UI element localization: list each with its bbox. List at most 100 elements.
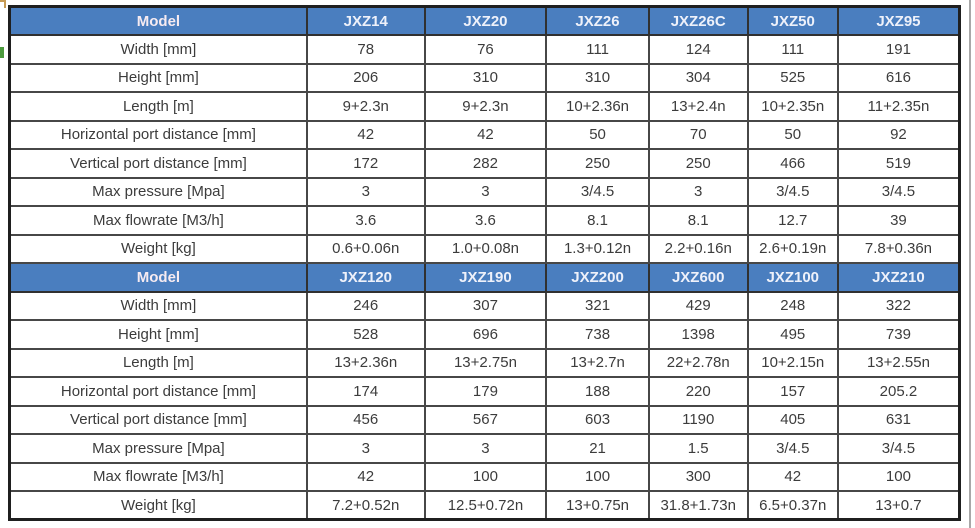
value-cell: 8.1: [647, 205, 749, 236]
value-cell: 50: [746, 119, 839, 150]
value-cell: 31.8+1.73n: [647, 490, 749, 521]
model-name: JXZ100: [746, 262, 839, 293]
value-cell: 1398: [647, 319, 749, 350]
value-cell: 12.7: [746, 205, 839, 236]
value-cell: 631: [836, 404, 961, 435]
value-cell: 13+2.75n: [423, 347, 548, 378]
value-cell: 7.2+0.52n: [305, 490, 426, 521]
value-cell: 13+2.4n: [647, 91, 749, 122]
table-row: Vertical port distance [mm] 456 567 603 1190…: [8, 404, 961, 435]
row-label: Max pressure [Mpa]: [8, 176, 308, 207]
row-label: Height [mm]: [8, 62, 308, 93]
value-cell: 3/4.5: [545, 176, 650, 207]
value-cell: 111: [545, 34, 650, 65]
row-label: Horizontal port distance [mm]: [8, 119, 308, 150]
value-cell: 3: [305, 176, 426, 207]
value-cell: 13+2.36n: [305, 347, 426, 378]
corner-crop-mark: [0, 0, 6, 8]
value-cell: 42: [746, 461, 839, 492]
value-cell: 528: [305, 319, 426, 350]
value-cell: 70: [647, 119, 749, 150]
row-label: Weight [kg]: [8, 233, 308, 264]
row-label: Horizontal port distance [mm]: [8, 376, 308, 407]
value-cell: 78: [305, 34, 426, 65]
model-name: JXZ120: [305, 262, 426, 293]
value-cell: 10+2.15n: [746, 347, 839, 378]
table-row: Vertical port distance [mm] 172 282 250 250 4…: [8, 148, 961, 179]
value-cell: 310: [423, 62, 548, 93]
value-cell: 456: [305, 404, 426, 435]
value-cell: 179: [423, 376, 548, 407]
model-name: JXZ20: [423, 5, 548, 36]
value-cell: 100: [423, 461, 548, 492]
value-cell: 7.8+0.36n: [836, 233, 961, 264]
value-cell: 8.1: [545, 205, 650, 236]
page-edge-line: [969, 0, 971, 528]
table-row: Max flowrate [M3/h] 42 100 100 300 42 100: [8, 461, 961, 492]
value-cell: 466: [746, 148, 839, 179]
row-label: Max flowrate [M3/h]: [8, 461, 308, 492]
value-cell: 1.3+0.12n: [545, 233, 650, 264]
value-cell: 3: [305, 433, 426, 464]
value-cell: 50: [545, 119, 650, 150]
value-cell: 42: [305, 119, 426, 150]
value-cell: 100: [545, 461, 650, 492]
value-cell: 42: [423, 119, 548, 150]
table-row: Weight [kg] 7.2+0.52n 12.5+0.72n 13+0.75n 31…: [8, 490, 961, 521]
row-label: Height [mm]: [8, 319, 308, 350]
value-cell: 3.6: [423, 205, 548, 236]
value-cell: 124: [647, 34, 749, 65]
value-cell: 307: [423, 290, 548, 321]
value-cell: 42: [305, 461, 426, 492]
row-label: Max flowrate [M3/h]: [8, 205, 308, 236]
value-cell: 1.5: [647, 433, 749, 464]
value-cell: 100: [836, 461, 961, 492]
value-cell: 3: [647, 176, 749, 207]
value-cell: 321: [545, 290, 650, 321]
value-cell: 39: [836, 205, 961, 236]
value-cell: 1.0+0.08n: [423, 233, 548, 264]
table-row: Height [mm] 206 310 310 304 525 616: [8, 62, 961, 93]
value-cell: 205.2: [836, 376, 961, 407]
value-cell: 191: [836, 34, 961, 65]
value-cell: 3/4.5: [746, 433, 839, 464]
value-cell: 616: [836, 62, 961, 93]
value-cell: 3/4.5: [836, 176, 961, 207]
value-cell: 172: [305, 148, 426, 179]
value-cell: 495: [746, 319, 839, 350]
value-cell: 6.5+0.37n: [746, 490, 839, 521]
value-cell: 157: [746, 376, 839, 407]
model-name: JXZ26C: [647, 5, 749, 36]
value-cell: 92: [836, 119, 961, 150]
value-cell: 250: [647, 148, 749, 179]
value-cell: 76: [423, 34, 548, 65]
model-name: JXZ14: [305, 5, 426, 36]
value-cell: 304: [647, 62, 749, 93]
value-cell: 188: [545, 376, 650, 407]
value-cell: 13+2.55n: [836, 347, 961, 378]
value-cell: 310: [545, 62, 650, 93]
value-cell: 3/4.5: [746, 176, 839, 207]
value-cell: 248: [746, 290, 839, 321]
model-header-row: Model JXZ120 JXZ190 JXZ200 JXZ600 JXZ100 JXZ21…: [8, 262, 961, 293]
model-name: JXZ190: [423, 262, 548, 293]
value-cell: 250: [545, 148, 650, 179]
value-cell: 429: [647, 290, 749, 321]
value-cell: 220: [647, 376, 749, 407]
table-row: Max flowrate [M3/h] 3.6 3.6 8.1 8.1 12.7 39: [8, 205, 961, 236]
value-cell: 300: [647, 461, 749, 492]
value-cell: 12.5+0.72n: [423, 490, 548, 521]
model-name: JXZ210: [836, 262, 961, 293]
value-cell: 696: [423, 319, 548, 350]
row-label: Length [m]: [8, 347, 308, 378]
value-cell: 322: [836, 290, 961, 321]
value-cell: 405: [746, 404, 839, 435]
spec-table-body: Model JXZ14 JXZ20 JXZ26 JXZ26C JXZ50 JXZ95 Widt…: [8, 5, 961, 521]
model-name: JXZ200: [545, 262, 650, 293]
value-cell: 9+2.3n: [423, 91, 548, 122]
table-row: Width [mm] 246 307 321 429 248 322: [8, 290, 961, 321]
value-cell: 0.6+0.06n: [305, 233, 426, 264]
model-name: JXZ600: [647, 262, 749, 293]
value-cell: 603: [545, 404, 650, 435]
